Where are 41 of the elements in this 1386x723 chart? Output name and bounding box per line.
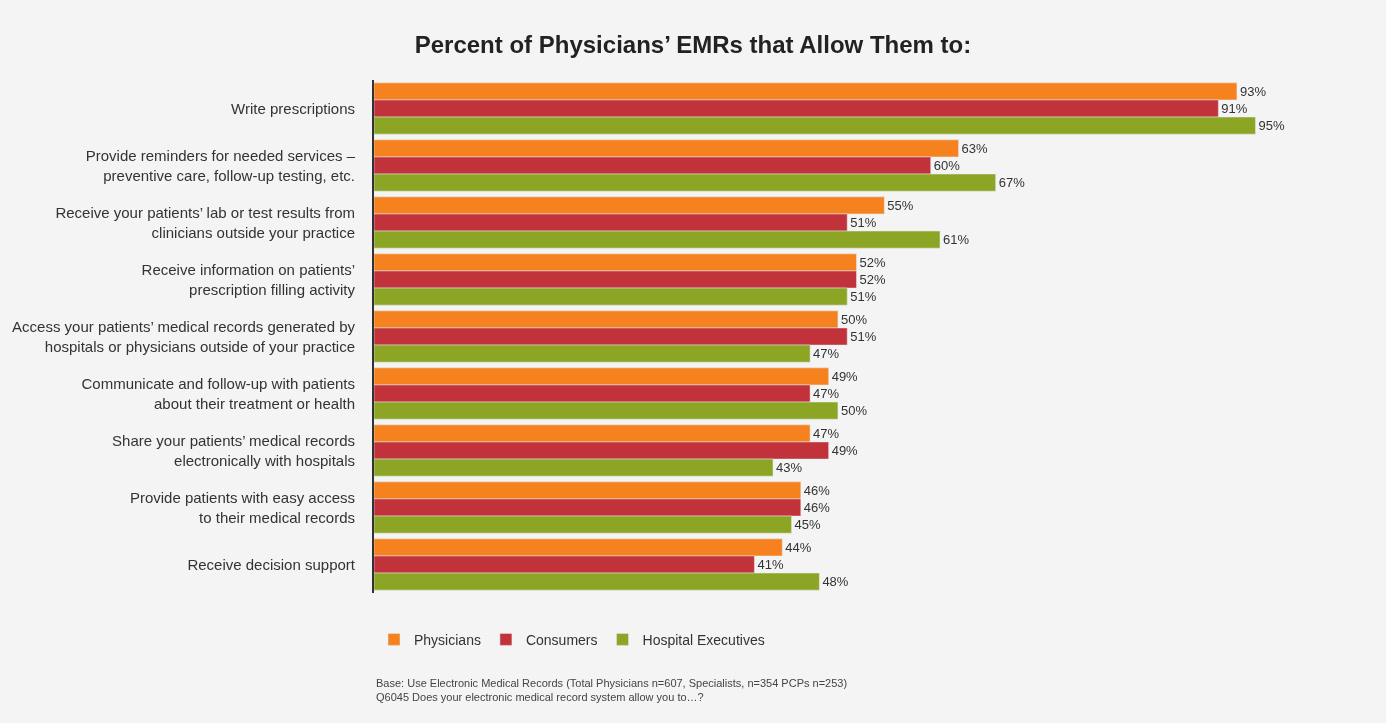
data-label: 49% <box>831 443 859 458</box>
data-label: 44% <box>785 539 812 555</box>
y-tick-label: Receive decision support <box>187 555 356 573</box>
legend-label: Hospital Executives <box>642 631 765 648</box>
data-label: 52% <box>859 272 886 287</box>
data-label: 46% <box>803 500 831 515</box>
legend-label: Consumers <box>525 631 598 648</box>
data-label: 67% <box>998 175 1026 191</box>
data-label: 47% <box>813 386 840 401</box>
y-tick-label: Receive your patients’ lab or test results from clinicians outside your practice <box>55 204 355 241</box>
data-label: 63% <box>961 140 989 156</box>
data-label: 61% <box>943 232 970 248</box>
y-tick-label: Receive information on patients’ prescription filling activity <box>141 261 356 298</box>
legend-label: Physicians <box>414 631 481 648</box>
data-label: 47% <box>813 346 840 362</box>
data-label: 50% <box>840 403 868 419</box>
y-tick-label: Provide reminders for needed services – preventive care, follow-up testing, etc. <box>85 147 356 184</box>
y-tick-label: Communicate and follow-up with patients about their treatment or health <box>81 375 355 412</box>
y-tick-label: Write prescriptions <box>231 99 355 117</box>
data-label: 95% <box>1258 118 1285 134</box>
data-label: 50% <box>840 311 868 327</box>
data-label: 46% <box>803 482 831 498</box>
data-label: 47% <box>813 425 840 441</box>
data-label: 49% <box>831 368 859 384</box>
data-label: 55% <box>887 197 914 213</box>
data-label: 41% <box>757 557 784 572</box>
data-label: 52% <box>859 254 886 270</box>
data-label: 48% <box>822 574 849 590</box>
data-label: 45% <box>794 517 821 533</box>
data-label: 60% <box>933 158 961 173</box>
data-label: 93% <box>1239 83 1267 99</box>
y-tick-label: Share your patients’ medical records electronically with hospitals <box>112 432 355 469</box>
y-tick-label: Access your patients’ medical records generated by hospitals or physicians outside of your practice <box>12 318 356 355</box>
chart-title: Percent of Physicians’ EMRs that Allow Them to: <box>414 30 972 58</box>
data-label: 51% <box>850 289 877 305</box>
data-label: 91% <box>1221 101 1248 116</box>
data-label: 51% <box>850 215 877 230</box>
data-label: 51% <box>850 329 877 344</box>
data-label: 43% <box>775 460 803 476</box>
y-tick-label: Provide patients with easy access to their medical records <box>129 489 355 526</box>
text: Base: Use Electronic Medical Records (Total Physicians n=607, Specialists, n=354 PCPs n=253) Q6045 Does your electronic medical record system allow you to…? <box>376 677 848 704</box>
